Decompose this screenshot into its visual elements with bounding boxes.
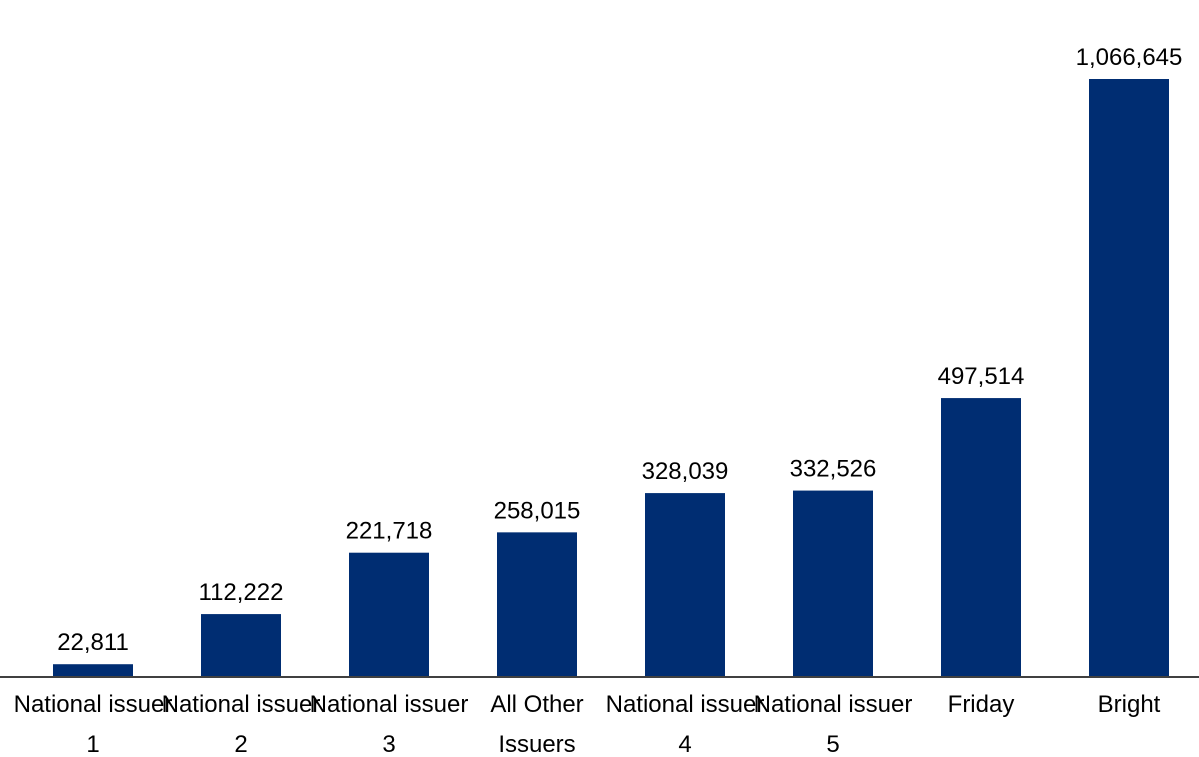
x-tick-label: Friday (948, 691, 1015, 718)
value-label: 497,514 (938, 363, 1025, 390)
x-tick-label: National issuer 2 (162, 691, 321, 757)
value-label: 221,718 (346, 518, 433, 545)
bar (53, 664, 133, 677)
x-tick-label: National issuer 5 (754, 691, 913, 757)
bar (1089, 79, 1169, 677)
x-tick-label: National issuer 4 (606, 691, 765, 757)
bar (645, 493, 725, 677)
bar (349, 552, 429, 677)
value-label: 258,015 (494, 497, 581, 524)
x-tick-label: All Other Issuers (490, 691, 583, 757)
value-label: 332,526 (790, 456, 877, 483)
x-tick-label: National issuer 3 (310, 691, 469, 757)
value-label: 1,066,645 (1076, 44, 1183, 71)
x-tick-label: Bright (1098, 691, 1161, 718)
bar (201, 614, 281, 677)
x-tick-label: National issuer 1 (14, 691, 173, 757)
value-label: 22,811 (57, 629, 129, 656)
value-label: 112,222 (199, 579, 284, 606)
bar (793, 490, 873, 677)
bar (497, 532, 577, 677)
value-label: 328,039 (642, 458, 729, 485)
bar (941, 398, 1021, 677)
